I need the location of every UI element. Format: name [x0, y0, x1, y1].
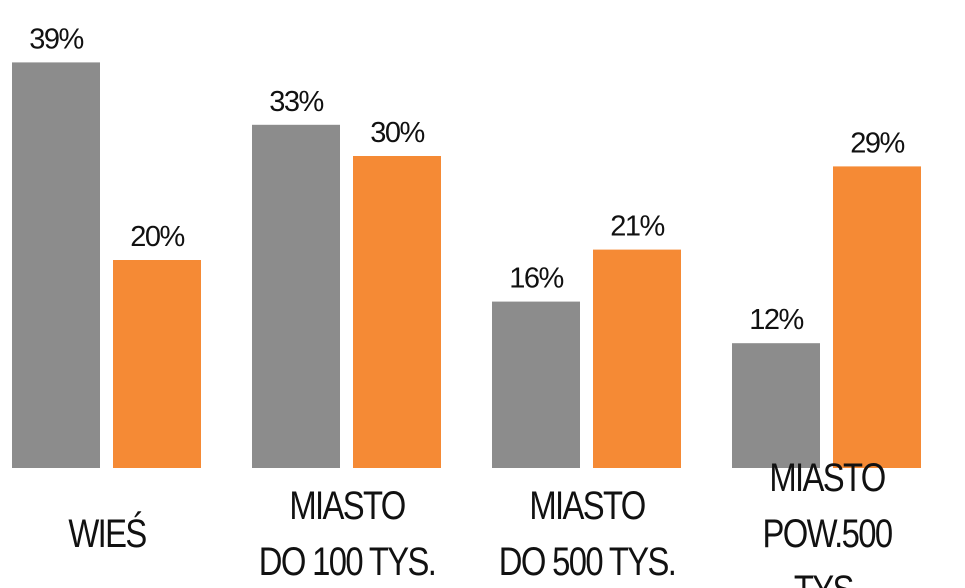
- value-label: 12%: [749, 304, 803, 336]
- category-label: MIASTO DO 500 TYS.: [498, 484, 676, 584]
- bar: [252, 124, 340, 469]
- value-label: 30%: [370, 117, 424, 149]
- bar: [113, 260, 201, 468]
- value-label: 33%: [269, 86, 323, 118]
- bar: [833, 166, 921, 468]
- value-label: 20%: [130, 221, 184, 253]
- category-label: MIASTO POW.500 TYS.: [762, 456, 893, 588]
- value-label: 29%: [850, 127, 904, 159]
- category-label: WIEŚ: [67, 512, 147, 556]
- value-label: 21%: [610, 211, 664, 243]
- bar: [732, 343, 820, 468]
- bar: [353, 156, 441, 468]
- category-label: MIASTO DO 100 TYS.: [258, 484, 436, 584]
- bar: [593, 249, 681, 468]
- value-label: 39%: [29, 23, 83, 55]
- value-label: 16%: [509, 263, 563, 295]
- bar: [12, 62, 100, 469]
- bar: [492, 301, 580, 468]
